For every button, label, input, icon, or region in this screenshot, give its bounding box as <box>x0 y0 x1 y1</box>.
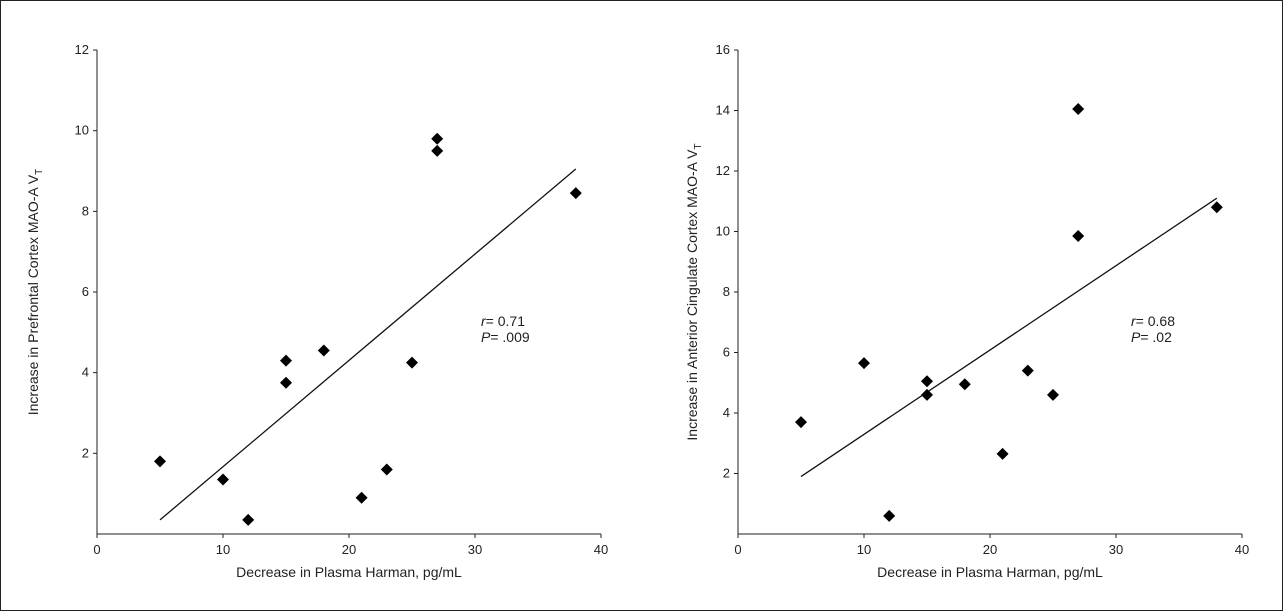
right-chart-x-tick-label: 0 <box>734 542 741 557</box>
right-chart-y-tick-label: 10 <box>716 224 730 239</box>
right-chart-data-point <box>1072 230 1085 243</box>
right-chart-data-point <box>1021 364 1034 377</box>
left-chart-y-tick-label: 2 <box>82 445 89 460</box>
right-chart-data-point <box>1072 102 1085 115</box>
left-chart-y-tick-label: 10 <box>75 123 89 138</box>
left-chart-x-tick-label: 30 <box>468 542 482 557</box>
right-chart-r-key: r <box>1131 313 1137 329</box>
left-chart-data-point <box>406 356 418 369</box>
left-chart-y-axis-label-subscript: T <box>34 169 45 175</box>
right-chart-x-tick-label: 30 <box>1109 542 1123 557</box>
left-chart-data-point <box>217 473 229 486</box>
right-chart-data-point <box>795 416 807 429</box>
left-chart-x-axis-label: Decrease in Plasma Harman, pg/mL <box>236 564 462 580</box>
left-chart-x-tick-label: 40 <box>594 542 608 557</box>
left-chart-p-annotation: P= .009 <box>481 329 530 345</box>
left-chart-data-point <box>317 344 330 357</box>
right-chart-p-value: = .02 <box>1140 329 1172 345</box>
left-chart-x-tick-label: 20 <box>342 542 356 557</box>
right-chart-data-point <box>921 375 933 388</box>
left-chart-data-point <box>242 513 255 526</box>
right-chart-r-annotation: r= 0.68 <box>1131 313 1175 329</box>
right-chart-y-axis-label-text: Increase in Anterior Cingulate Cortex MA… <box>684 149 700 441</box>
right-chart-y-tick-label: 2 <box>723 466 730 481</box>
left-chart-data-point <box>569 187 582 200</box>
left-chart-data-point <box>431 132 444 145</box>
right-chart-x-tick-label: 40 <box>1235 542 1249 557</box>
left-chart-data-point <box>280 376 292 389</box>
left-chart-p-value: = .009 <box>490 329 530 345</box>
left-chart-x-tick-label: 0 <box>93 542 100 557</box>
right-chart-p-key: P <box>1131 329 1141 345</box>
left-chart-p-key: P <box>481 329 491 345</box>
left-chart-y-tick-label: 8 <box>82 203 89 218</box>
left-chart-r-value: = 0.71 <box>486 313 526 329</box>
right-chart-y-axis-label-subscript: T <box>693 143 704 149</box>
right-chart-y-tick-label: 14 <box>716 103 730 118</box>
left-chart-regression-line <box>159 168 577 521</box>
left-chart-r-annotation: r= 0.71 <box>481 313 525 329</box>
right-chart-x-tick-label: 10 <box>857 542 871 557</box>
right-chart-y-tick-label: 12 <box>716 163 730 178</box>
right-chart-y-axis-label: Increase in Anterior Cingulate Cortex MA… <box>684 143 704 440</box>
right-chart-y-tick-label: 6 <box>723 345 730 360</box>
left-chart-x-tick-label: 10 <box>216 542 230 557</box>
left-chart-r-key: r <box>481 313 487 329</box>
right-chart-p-annotation: P= .02 <box>1131 329 1172 345</box>
left-chart-data-point <box>280 354 292 367</box>
right-chart-data-point <box>858 357 870 370</box>
right-chart-data-point <box>1210 201 1223 214</box>
right-chart-r-value: = 0.68 <box>1136 313 1176 329</box>
right-chart-data-point <box>958 378 971 391</box>
left-chart-data-point <box>380 463 393 476</box>
left-chart-y-axis-label: Increase in Prefrontal Cortex MAO-A VT <box>25 169 45 416</box>
left-chart-y-tick-label: 4 <box>82 365 89 380</box>
right-chart-x-axis-label: Decrease in Plasma Harman, pg/mL <box>877 564 1103 580</box>
left-chart: 2 4 6 8 10 12 0 10 20 30 40 Decrease in Plasma Harm… <box>25 42 608 580</box>
left-chart-data-point <box>154 455 166 468</box>
right-chart-data-point <box>883 509 896 522</box>
right-chart: 2 4 6 8 10 12 14 16 0 10 20 30 40 Decrease in Plasma … <box>684 42 1249 580</box>
left-chart-data-point <box>431 144 444 157</box>
left-chart-y-axis-label-text: Increase in Prefrontal Cortex MAO-A V <box>25 174 41 415</box>
right-chart-data-point <box>996 447 1009 460</box>
right-chart-y-tick-label: 16 <box>716 42 730 57</box>
right-chart-y-tick-label: 4 <box>723 405 730 420</box>
left-chart-y-tick-label: 12 <box>75 42 89 57</box>
right-chart-data-point <box>1047 388 1059 401</box>
left-chart-data-point <box>355 491 368 504</box>
left-chart-y-tick-label: 6 <box>82 284 89 299</box>
right-chart-data-point <box>921 388 933 401</box>
right-chart-x-tick-label: 20 <box>983 542 997 557</box>
right-chart-regression-line <box>800 197 1218 478</box>
right-chart-y-tick-label: 8 <box>723 284 730 299</box>
